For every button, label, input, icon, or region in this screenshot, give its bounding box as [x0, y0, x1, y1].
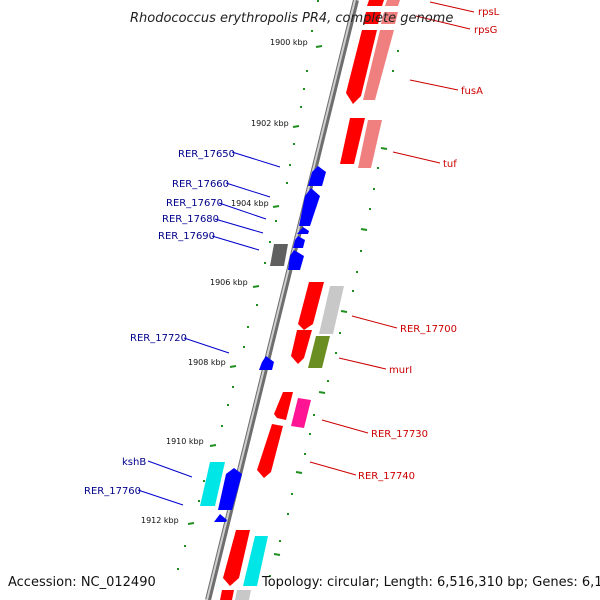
gene-label[interactable]: fusA [461, 86, 483, 97]
gene-kshB-arrow[interactable] [218, 468, 242, 510]
gene-rpsG-cds[interactable] [381, 12, 398, 24]
gene-label[interactable]: kshB [122, 457, 146, 468]
gene-rer17730-cds[interactable] [291, 398, 311, 428]
gene-label[interactable]: rpsG [474, 25, 497, 36]
gene-kshB-cds[interactable] [200, 462, 225, 506]
gene-fusA-arrow[interactable] [346, 30, 377, 104]
gene-label[interactable]: RER_17730 [371, 429, 428, 440]
tick-label: 1900 kbp [270, 38, 308, 47]
tick-label: 1912 kbp [141, 516, 179, 525]
gene-rer17740-arrow[interactable] [257, 424, 283, 478]
gene-bottom-cds-3[interactable] [220, 590, 234, 600]
gene-rer17700-arrow[interactable] [298, 282, 324, 330]
gene-label[interactable]: tuf [443, 159, 457, 170]
gene-rer17660-arrow[interactable] [299, 188, 320, 226]
gene-murI-cds[interactable] [308, 336, 330, 368]
gene-rer17720-arrow[interactable] [259, 356, 274, 370]
genome-summary-text: Topology: circular; Length: 6,516,310 bp… [261, 575, 600, 590]
right-gene-labels: rpsL rpsG fusA tuf RER_17700 murI RER_17… [358, 7, 500, 482]
gene-label[interactable]: RER_17680 [162, 214, 219, 225]
gene-bottom-cds-2[interactable] [235, 590, 251, 600]
forward-genes [220, 0, 400, 600]
gene-tuf-cds[interactable] [358, 120, 382, 168]
gene-label[interactable]: RER_17760 [84, 486, 141, 497]
tick-ring-right [269, 50, 399, 577]
gene-label[interactable]: murI [389, 365, 412, 376]
tick-label: 1908 kbp [188, 358, 226, 367]
gene-rer17680-arrow[interactable] [293, 236, 305, 248]
accession-text: Accession: NC_012490 [8, 575, 156, 590]
gene-murI-arrow[interactable] [291, 330, 312, 364]
diagram-title: Rhodococcus erythropolis PR4, complete g… [130, 11, 453, 26]
reverse-genes [200, 166, 326, 522]
gene-rer17690-cds[interactable] [270, 244, 288, 266]
gene-label[interactable]: RER_17740 [358, 471, 415, 482]
gene-tuf-arrow[interactable] [340, 118, 365, 164]
gene-label[interactable]: RER_17650 [178, 149, 235, 160]
gene-bottom-arrow[interactable] [223, 530, 250, 586]
gene-rer17730-arrow[interactable] [274, 392, 293, 420]
gene-label[interactable]: rpsL [478, 7, 500, 18]
gene-bottom-cds[interactable] [243, 536, 268, 586]
gene-label[interactable]: RER_17720 [130, 333, 187, 344]
left-leaders [137, 151, 281, 506]
gene-label[interactable]: RER_17690 [158, 231, 215, 242]
tick-label: 1910 kbp [166, 437, 204, 446]
gene-label[interactable]: RER_17670 [166, 198, 223, 209]
gene-rpsG-arrow[interactable] [363, 12, 381, 24]
gene-rer17760-arrow[interactable] [214, 514, 227, 522]
gene-rer17670-arrow[interactable] [297, 227, 309, 234]
gene-rpsL-cds[interactable] [385, 0, 400, 6]
left-gene-labels: RER_17650 RER_17660 RER_17670 RER_17680 … [84, 149, 235, 497]
gene-label[interactable]: RER_17660 [172, 179, 229, 190]
tick-label: 1902 kbp [251, 119, 289, 128]
gene-rer17700-cds[interactable] [319, 286, 344, 334]
gene-label[interactable]: RER_17700 [400, 324, 457, 335]
tick-labels: 1900 kbp 1902 kbp 1904 kbp 1906 kbp 1908… [141, 38, 308, 525]
right-leaders [309, 1, 475, 476]
tick-ring-left [177, 0, 323, 570]
gene-fusA-cds[interactable] [363, 30, 394, 100]
gene-rer17690-arrow[interactable] [288, 250, 304, 270]
gene-rer17650-arrow[interactable] [308, 166, 326, 186]
tick-label: 1904 kbp [231, 199, 269, 208]
gene-rpsL-arrow[interactable] [367, 0, 384, 6]
tick-label: 1906 kbp [210, 278, 248, 287]
